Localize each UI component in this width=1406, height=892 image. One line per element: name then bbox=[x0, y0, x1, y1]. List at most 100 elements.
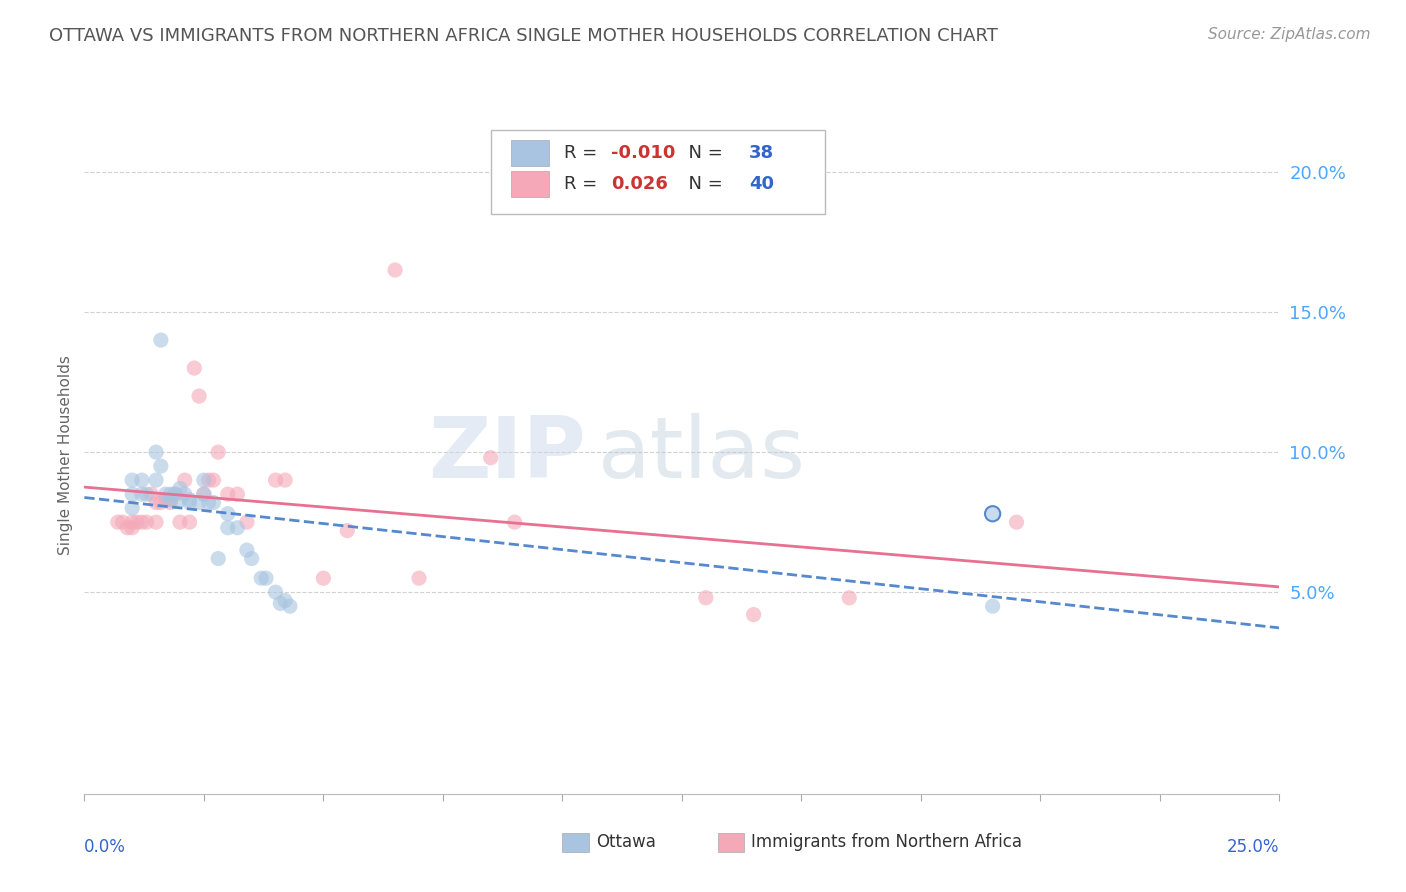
Point bbox=[149, 495, 172, 509]
Point bbox=[159, 487, 181, 501]
Point bbox=[217, 507, 239, 521]
Point bbox=[179, 492, 201, 507]
FancyBboxPatch shape bbox=[491, 129, 825, 214]
Point bbox=[197, 473, 219, 487]
Point bbox=[838, 591, 860, 605]
Point bbox=[145, 445, 167, 459]
Text: R =: R = bbox=[564, 175, 603, 193]
Point bbox=[981, 507, 1004, 521]
Point bbox=[179, 515, 201, 529]
Point bbox=[145, 515, 167, 529]
Point bbox=[121, 501, 143, 516]
Point bbox=[173, 473, 195, 487]
Point bbox=[188, 495, 211, 509]
Point bbox=[207, 551, 229, 566]
Point bbox=[695, 591, 717, 605]
Point bbox=[981, 507, 1004, 521]
Point bbox=[336, 524, 359, 538]
FancyBboxPatch shape bbox=[718, 832, 744, 852]
Point bbox=[121, 487, 143, 501]
Point bbox=[269, 596, 291, 610]
Point bbox=[121, 521, 143, 535]
Point bbox=[169, 482, 191, 496]
Text: Ottawa: Ottawa bbox=[596, 833, 655, 851]
Point bbox=[149, 459, 172, 474]
Text: 0.0%: 0.0% bbox=[84, 838, 127, 856]
Point bbox=[503, 515, 526, 529]
Point bbox=[236, 543, 259, 558]
Point bbox=[217, 521, 239, 535]
Text: ZIP: ZIP bbox=[429, 413, 586, 497]
Point bbox=[236, 515, 259, 529]
Point bbox=[159, 492, 181, 507]
Text: -0.010: -0.010 bbox=[612, 145, 676, 162]
Point bbox=[159, 492, 181, 507]
Point bbox=[254, 571, 277, 585]
Point bbox=[193, 473, 215, 487]
FancyBboxPatch shape bbox=[510, 140, 550, 166]
Point bbox=[135, 515, 157, 529]
Point bbox=[274, 593, 297, 607]
Point bbox=[207, 445, 229, 459]
Text: 25.0%: 25.0% bbox=[1227, 838, 1279, 856]
Point bbox=[145, 495, 167, 509]
FancyBboxPatch shape bbox=[562, 832, 589, 852]
Point bbox=[264, 473, 287, 487]
Point bbox=[125, 515, 148, 529]
Point bbox=[145, 473, 167, 487]
Text: atlas: atlas bbox=[599, 413, 806, 497]
Point bbox=[165, 487, 187, 501]
Point bbox=[202, 473, 225, 487]
Point bbox=[217, 487, 239, 501]
Point bbox=[240, 551, 263, 566]
Point bbox=[149, 333, 172, 347]
Point bbox=[159, 495, 181, 509]
Y-axis label: Single Mother Households: Single Mother Households bbox=[58, 355, 73, 555]
Point bbox=[384, 263, 406, 277]
Point bbox=[155, 487, 177, 501]
Point bbox=[250, 571, 273, 585]
Point bbox=[131, 487, 153, 501]
Text: N =: N = bbox=[678, 175, 728, 193]
Point bbox=[193, 487, 215, 501]
Point bbox=[169, 515, 191, 529]
Point bbox=[169, 492, 191, 507]
Point bbox=[981, 599, 1004, 614]
Point bbox=[274, 473, 297, 487]
Point bbox=[111, 515, 134, 529]
FancyBboxPatch shape bbox=[510, 171, 550, 196]
Point bbox=[183, 361, 205, 376]
Point bbox=[131, 515, 153, 529]
Point bbox=[742, 607, 765, 622]
Point bbox=[188, 389, 211, 403]
Point bbox=[117, 521, 139, 535]
Point bbox=[264, 585, 287, 599]
Point bbox=[155, 492, 177, 507]
Text: Immigrants from Northern Africa: Immigrants from Northern Africa bbox=[751, 833, 1022, 851]
Point bbox=[226, 487, 249, 501]
Text: 40: 40 bbox=[749, 175, 773, 193]
Point bbox=[165, 487, 187, 501]
Point bbox=[135, 487, 157, 501]
Point bbox=[278, 599, 301, 614]
Text: Source: ZipAtlas.com: Source: ZipAtlas.com bbox=[1208, 27, 1371, 42]
Text: N =: N = bbox=[678, 145, 728, 162]
Point bbox=[408, 571, 430, 585]
Point bbox=[141, 487, 163, 501]
Point bbox=[479, 450, 502, 465]
Point bbox=[202, 495, 225, 509]
Text: 38: 38 bbox=[749, 145, 773, 162]
Text: OTTAWA VS IMMIGRANTS FROM NORTHERN AFRICA SINGLE MOTHER HOUSEHOLDS CORRELATION C: OTTAWA VS IMMIGRANTS FROM NORTHERN AFRIC… bbox=[49, 27, 998, 45]
Text: R =: R = bbox=[564, 145, 603, 162]
Point bbox=[1005, 515, 1028, 529]
Point bbox=[312, 571, 335, 585]
Point bbox=[226, 521, 249, 535]
Point bbox=[179, 495, 201, 509]
Point bbox=[121, 515, 143, 529]
Point bbox=[121, 473, 143, 487]
Text: 0.026: 0.026 bbox=[612, 175, 668, 193]
Point bbox=[107, 515, 129, 529]
Point bbox=[173, 487, 195, 501]
Point bbox=[197, 495, 219, 509]
Point bbox=[131, 473, 153, 487]
